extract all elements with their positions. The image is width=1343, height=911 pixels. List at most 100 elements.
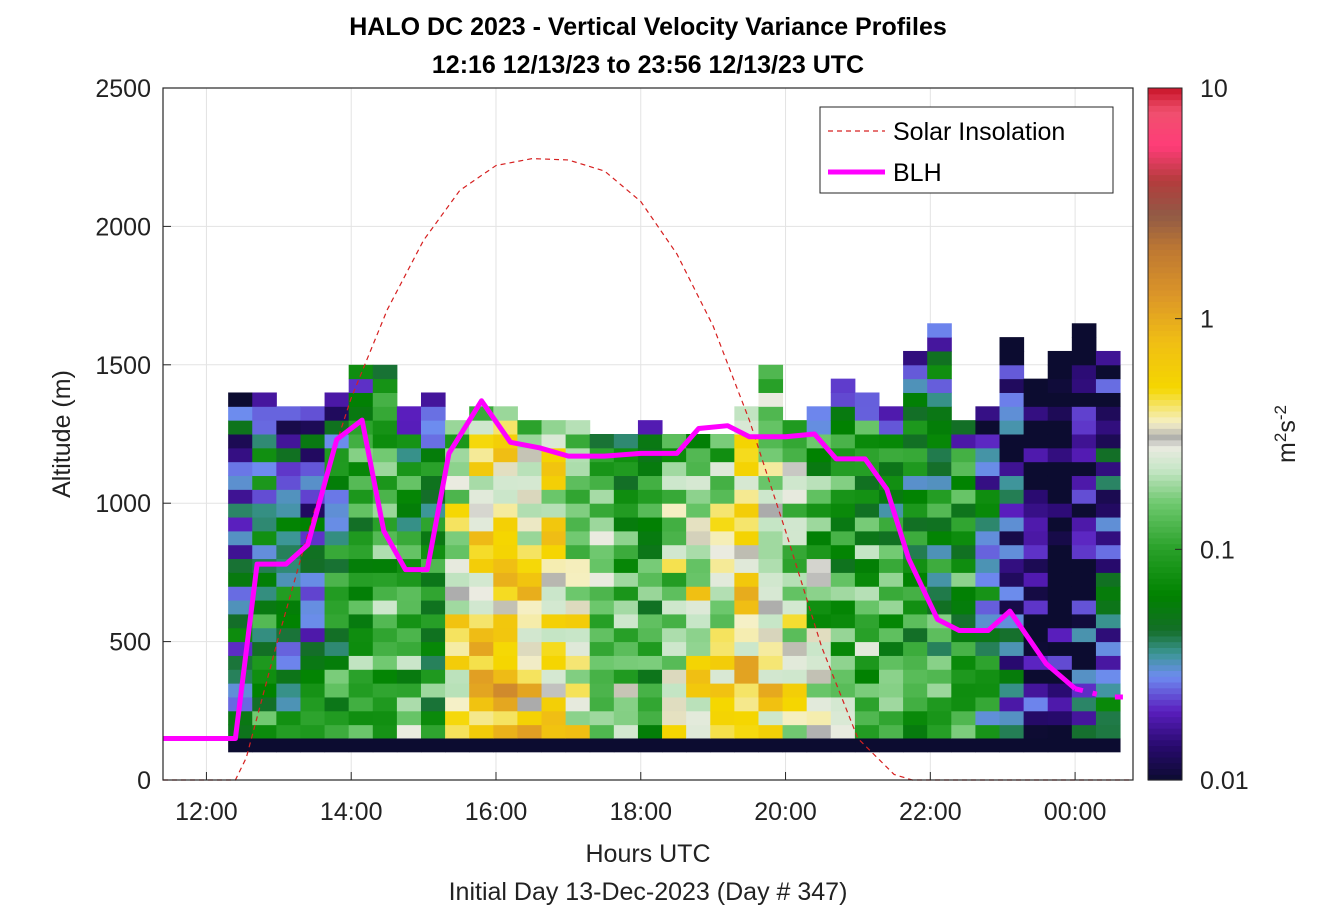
heatmap-cell	[372, 613, 398, 629]
heatmap-cell	[637, 683, 663, 698]
heatmap-cell	[300, 420, 326, 435]
colorbar-swatch	[1148, 624, 1182, 631]
heatmap-cell	[276, 406, 301, 421]
heatmap-cell	[758, 669, 784, 684]
heatmap-cell	[975, 544, 1001, 560]
heatmap-cell	[927, 724, 952, 739]
heatmap-cell	[734, 724, 759, 739]
heatmap-cell	[372, 447, 398, 463]
heatmap-cell	[1071, 489, 1097, 504]
heatmap-bottom-cell	[469, 738, 494, 753]
heatmap-bottom-cell	[517, 738, 543, 753]
colorbar-swatch	[1148, 393, 1182, 400]
heatmap-cell	[854, 669, 880, 684]
heatmap-cell	[662, 544, 687, 560]
colorbar-swatch	[1148, 497, 1182, 504]
heatmap-cell	[228, 420, 253, 435]
heatmap-cell	[493, 572, 518, 587]
heatmap-cell	[927, 475, 952, 490]
heatmap-cell	[517, 447, 543, 463]
heatmap-cell	[854, 544, 880, 560]
colorbar-swatch	[1148, 439, 1182, 447]
heatmap-cell	[1071, 627, 1097, 643]
colorbar-swatch	[1148, 353, 1182, 360]
heatmap-cell	[782, 544, 808, 560]
heatmap-cell	[348, 655, 374, 670]
heatmap-cell	[1071, 323, 1097, 338]
heatmap-cell	[228, 544, 253, 560]
heatmap-cell	[734, 669, 759, 684]
heatmap-cell	[951, 655, 976, 670]
heatmap-cell	[999, 724, 1025, 739]
heatmap-cell	[637, 461, 663, 477]
heatmap-cell	[372, 627, 398, 643]
heatmap-cell	[324, 544, 350, 560]
heatmap-cell	[493, 461, 518, 477]
x-tick-label: 14:00	[320, 798, 383, 826]
heatmap-cell	[927, 434, 952, 449]
colorbar-swatch	[1148, 312, 1182, 320]
heatmap-cell	[927, 489, 952, 504]
heatmap-cell	[1095, 641, 1121, 656]
colorbar-swatch	[1148, 687, 1182, 695]
heatmap-cell	[830, 544, 856, 560]
x-tick-label: 18:00	[609, 798, 672, 826]
heatmap-cell	[637, 710, 663, 726]
heatmap-cell	[565, 461, 591, 477]
heatmap-cell	[493, 613, 518, 629]
colorbar-swatch	[1148, 710, 1182, 718]
heatmap-cell	[1047, 350, 1073, 366]
heatmap-cell	[541, 627, 567, 643]
heatmap-cell	[493, 586, 518, 601]
heatmap-cell	[903, 696, 928, 712]
heatmap-cell	[903, 434, 928, 449]
heatmap-cell	[372, 572, 398, 587]
heatmap-cell	[951, 489, 976, 504]
heatmap-cell	[396, 696, 422, 712]
heatmap-cell	[541, 434, 567, 449]
heatmap-cell	[420, 586, 446, 601]
heatmap-cell	[782, 683, 808, 698]
heatmap-cell	[1071, 669, 1097, 684]
heatmap-cell	[276, 489, 301, 504]
heatmap-cell	[927, 641, 952, 656]
heatmap-cell	[541, 558, 567, 573]
heatmap-cell	[951, 530, 976, 546]
colorbar-swatch	[1148, 468, 1182, 475]
heatmap-cell	[348, 627, 374, 643]
heatmap-cell	[276, 641, 301, 656]
heatmap-cell	[854, 530, 880, 546]
heatmap-cell	[1047, 420, 1073, 435]
heatmap-cell	[830, 710, 856, 726]
heatmap-cell	[1071, 364, 1097, 380]
heatmap-cell	[420, 641, 446, 656]
heatmap-cell	[806, 641, 832, 656]
colorbar-tick-label: 10	[1200, 75, 1228, 103]
heatmap-cell	[927, 572, 952, 587]
heatmap-cell	[710, 586, 735, 601]
colorbar-swatch	[1148, 376, 1182, 383]
heatmap-cell	[445, 683, 470, 698]
heatmap-cell	[445, 600, 470, 615]
heatmap-cell	[541, 641, 567, 656]
heatmap-cell	[420, 613, 446, 629]
heatmap-cell	[927, 544, 952, 560]
heatmap-cell	[324, 586, 350, 601]
heatmap-cell	[903, 641, 928, 656]
colorbar-swatch	[1148, 324, 1182, 331]
heatmap-cell	[396, 710, 422, 726]
heatmap-cell	[493, 724, 518, 739]
heatmap-cell	[878, 669, 904, 684]
heatmap-cell	[686, 517, 711, 532]
heatmap-cell	[613, 503, 639, 518]
heatmap-cell	[975, 558, 1001, 573]
colorbar-swatch	[1148, 116, 1182, 124]
heatmap-cell	[517, 461, 543, 477]
heatmap-cell	[927, 503, 952, 518]
heatmap-cell	[1071, 503, 1097, 518]
colorbar-swatch	[1148, 434, 1182, 441]
heatmap-cell	[999, 364, 1025, 380]
heatmap-cell	[975, 641, 1001, 656]
colorbar-swatch	[1148, 676, 1182, 683]
heatmap-cell	[1071, 544, 1097, 560]
